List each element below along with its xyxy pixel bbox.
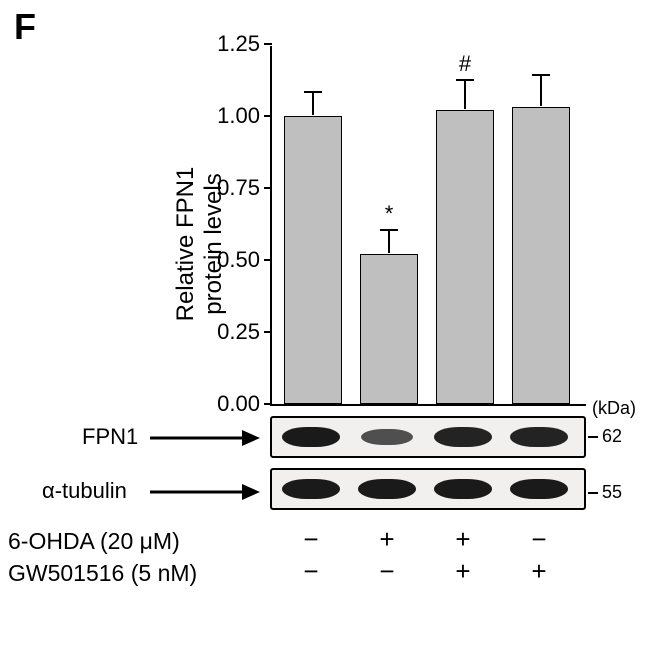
blot-label-tubulin: α-tubulin: [42, 478, 127, 504]
panel-label: F: [14, 6, 36, 48]
error-bar: [540, 75, 542, 107]
kda-header: (kDa): [592, 398, 636, 419]
bar: [360, 254, 418, 404]
treatment-sign: −: [303, 524, 318, 555]
blot-band: [510, 427, 567, 446]
error-bar: [464, 80, 466, 109]
blot-band: [434, 427, 491, 446]
ytick-mark: [264, 115, 272, 117]
treatment-sign: +: [379, 524, 394, 555]
treatment-sign: −: [303, 556, 318, 587]
treatment-sign: +: [455, 524, 470, 555]
treatment-label-ohda: 6-OHDA (20 μM): [8, 528, 180, 555]
treatment-sign: −: [531, 524, 546, 555]
mw-tick-fpn1: [588, 436, 598, 438]
bar-chart-plot: 0.000.250.500.751.001.25*#: [270, 46, 586, 406]
mw-tick-tubulin: [588, 492, 598, 494]
ytick-mark: [264, 43, 272, 45]
arrow-icon-fpn1: [150, 426, 260, 450]
error-bar: [312, 92, 314, 115]
significance-marker: #: [459, 51, 471, 77]
blot-band: [510, 479, 568, 499]
bar: [284, 116, 342, 404]
error-cap: [380, 229, 398, 231]
bar: [436, 110, 494, 404]
blot-band: [282, 427, 340, 447]
ytick-mark: [264, 187, 272, 189]
ylabel-line1: Relative FPN1: [172, 167, 199, 322]
mw-tubulin: 55: [602, 482, 622, 503]
mw-fpn1: 62: [602, 426, 622, 447]
bar: [512, 107, 570, 404]
arrow-icon-tubulin: [150, 480, 260, 504]
blot-band: [282, 479, 340, 499]
treatment-sign: −: [379, 556, 394, 587]
significance-marker: *: [385, 201, 394, 227]
blot-band: [361, 429, 414, 445]
error-bar: [388, 230, 390, 253]
treatment-label-gw: GW501516 (5 nM): [8, 560, 197, 587]
blot-band: [358, 479, 416, 499]
error-cap: [304, 91, 322, 93]
error-cap: [456, 79, 474, 81]
ytick-mark: [264, 403, 272, 405]
ytick-mark: [264, 331, 272, 333]
treatment-sign: +: [455, 556, 470, 587]
error-cap: [532, 74, 550, 76]
treatment-sign: +: [531, 556, 546, 587]
blot-label-fpn1: FPN1: [82, 424, 138, 450]
ytick-mark: [264, 259, 272, 261]
blot-band: [434, 479, 492, 499]
